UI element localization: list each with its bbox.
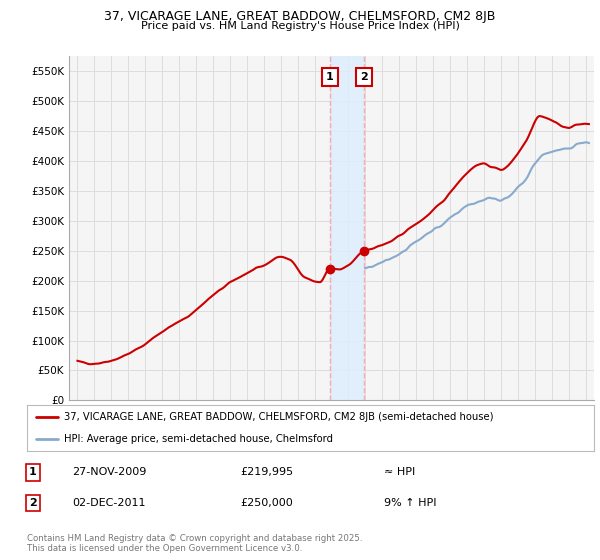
Text: 1: 1 [326,72,334,82]
Bar [330,56,364,400]
Text: ≈ HPI: ≈ HPI [384,468,415,478]
Text: 27-NOV-2009: 27-NOV-2009 [72,468,146,478]
Text: 02-DEC-2011: 02-DEC-2011 [72,498,146,508]
Text: 1: 1 [29,468,37,478]
Text: 37, VICARAGE LANE, GREAT BADDOW, CHELMSFORD, CM2 8JB: 37, VICARAGE LANE, GREAT BADDOW, CHELMSF… [104,10,496,23]
Text: £250,000: £250,000 [240,498,293,508]
Text: 9% ↑ HPI: 9% ↑ HPI [384,498,437,508]
Text: 37, VICARAGE LANE, GREAT BADDOW, CHELMSFORD, CM2 8JB (semi-detached house): 37, VICARAGE LANE, GREAT BADDOW, CHELMSF… [64,412,493,422]
Text: 2: 2 [29,498,37,508]
Text: £219,995: £219,995 [240,468,293,478]
Text: Contains HM Land Registry data © Crown copyright and database right 2025.
This d: Contains HM Land Registry data © Crown c… [27,534,362,553]
Text: HPI: Average price, semi-detached house, Chelmsford: HPI: Average price, semi-detached house,… [64,435,333,444]
Text: Price paid vs. HM Land Registry's House Price Index (HPI): Price paid vs. HM Land Registry's House … [140,21,460,31]
Text: 2: 2 [360,72,368,82]
